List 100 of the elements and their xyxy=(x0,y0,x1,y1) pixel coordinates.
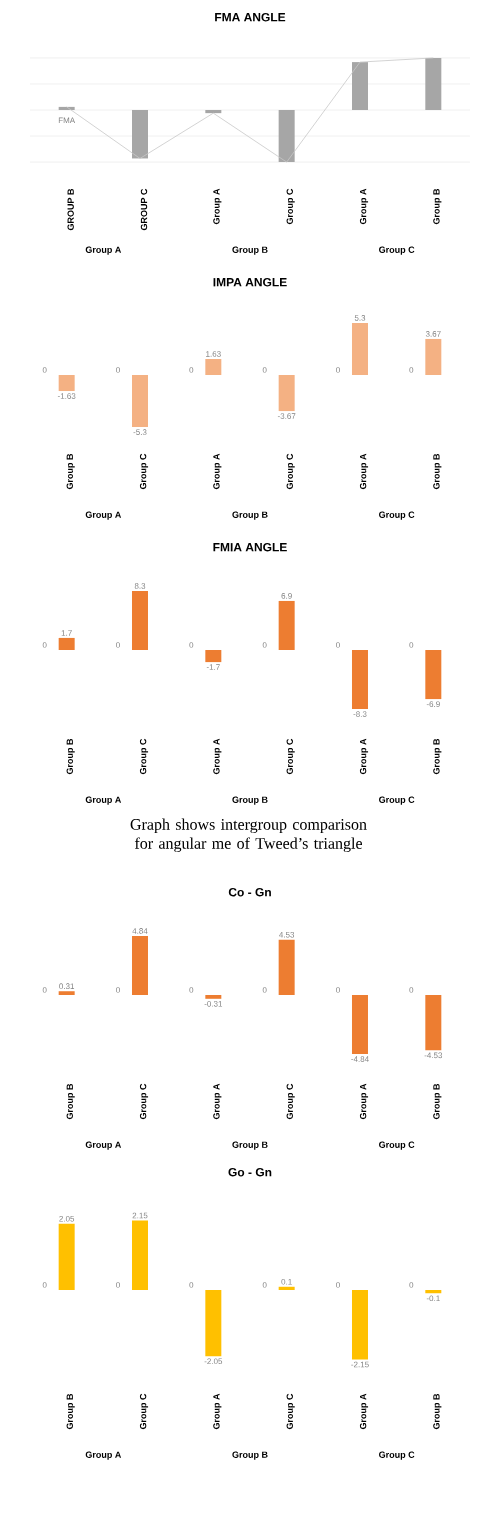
data-label: 0 xyxy=(262,987,267,993)
x-tick-label: Group C xyxy=(286,188,295,225)
bar xyxy=(58,1223,75,1290)
data-label: 0 xyxy=(336,642,340,648)
x-tick-label: Group C xyxy=(139,738,149,775)
data-label: 0 xyxy=(409,367,414,373)
data-label: 0 xyxy=(262,1282,267,1288)
data-label: -0.1 xyxy=(426,1295,440,1302)
x-tick-label: Group B xyxy=(433,453,442,490)
bar xyxy=(132,375,148,428)
data-label: 0 xyxy=(409,987,414,993)
data-label: -4.53 xyxy=(424,1052,443,1059)
text: Group C xyxy=(379,1451,415,1460)
x-tick-label: Group C xyxy=(286,1083,295,1120)
x-tick-label: Group B xyxy=(433,1083,442,1120)
data-label: -8.3 xyxy=(353,711,367,717)
data-label: 3.67 xyxy=(425,331,441,337)
x-tick-label: Group C xyxy=(286,738,295,775)
data-label: 0 xyxy=(336,1282,340,1288)
data-label: 0 xyxy=(189,987,194,993)
data-label: -6.9 xyxy=(426,701,440,707)
x-tick-label: Group A xyxy=(359,1083,369,1120)
bar xyxy=(351,62,368,111)
bar xyxy=(205,1290,222,1357)
data-label: -5.3 xyxy=(133,429,147,435)
data-label: -2.05 xyxy=(204,1358,223,1365)
x-tick-label: Group C xyxy=(286,453,295,490)
data-label: 0 xyxy=(189,642,194,648)
text: Group B xyxy=(232,1141,268,1150)
bar xyxy=(132,590,148,651)
text: Group C xyxy=(379,511,415,520)
text: Group C xyxy=(379,246,415,255)
bar xyxy=(132,110,148,159)
bar xyxy=(425,650,442,700)
x-tick-label: Group B xyxy=(433,1393,442,1430)
data-label: 8.3 xyxy=(134,583,146,589)
text: Group C xyxy=(379,1141,415,1150)
bar xyxy=(132,1220,148,1290)
x-tick-label: Group A xyxy=(213,1393,222,1430)
bar xyxy=(351,1290,368,1360)
data-label: 0 xyxy=(189,367,194,373)
series-label: FMA xyxy=(58,117,76,124)
chart-title: Go - Gn xyxy=(228,1167,272,1177)
data-label: 4.53 xyxy=(279,931,295,938)
data-label: -2.15 xyxy=(351,1361,369,1368)
data-label: 0 xyxy=(262,642,267,648)
bar xyxy=(58,375,75,392)
x-tick-label: Group B xyxy=(433,738,442,775)
bar xyxy=(351,322,368,376)
data-label: -1.7 xyxy=(206,664,220,670)
data-label: 6.9 xyxy=(281,593,292,599)
text: Group B xyxy=(232,511,268,520)
data-label: 1.7 xyxy=(61,630,72,636)
text: Group A xyxy=(85,246,122,255)
data-label: 0 xyxy=(409,642,414,648)
x-tick-label: Group A xyxy=(359,738,369,775)
bar xyxy=(425,338,442,376)
x-tick-label: GROUP C xyxy=(140,188,148,231)
x-tick-label: Group C xyxy=(139,1393,149,1430)
chart-title: IMPA ANGLE xyxy=(213,277,287,287)
data-label: 0 xyxy=(336,987,340,993)
bar xyxy=(425,995,442,1051)
x-tick-label: Group A xyxy=(359,188,369,225)
text: Group B xyxy=(232,1451,268,1460)
bar xyxy=(425,1290,442,1294)
data-label: 0 xyxy=(116,1282,120,1288)
bar xyxy=(278,600,295,651)
x-tick-label: Group A xyxy=(359,1393,369,1430)
x-tick-label: Group B xyxy=(66,453,75,490)
data-label: 0 xyxy=(189,1282,194,1288)
bar xyxy=(205,110,222,114)
text: Group A xyxy=(85,511,122,520)
x-tick-label: Group A xyxy=(359,453,369,490)
text: Group B xyxy=(232,796,268,805)
data-label: 2.15 xyxy=(132,1212,148,1219)
bar xyxy=(351,995,368,1055)
x-tick-label: Group C xyxy=(139,1083,149,1120)
x-tick-label: Group B xyxy=(66,1393,75,1430)
text: Group A xyxy=(85,796,122,805)
text: Group A xyxy=(85,1141,122,1150)
text: Group A xyxy=(85,1451,122,1460)
chart-title: FMIA ANGLE xyxy=(213,542,287,552)
x-tick-label: Group A xyxy=(213,453,222,490)
chart-title: FMA ANGLE xyxy=(215,13,286,22)
data-label: 0.1 xyxy=(281,1278,292,1285)
data-label: -1.63 xyxy=(57,393,76,399)
x-tick-label: Group C xyxy=(286,1393,295,1430)
bar xyxy=(278,110,295,163)
bar xyxy=(205,650,222,663)
text: Graph shows intergroup comparison for angular me of Tweed’s triangle xyxy=(130,818,367,853)
x-tick-label: Group B xyxy=(66,738,75,775)
data-label: 0 xyxy=(42,1282,47,1288)
bar xyxy=(278,939,295,996)
chart-title: Co - Gn xyxy=(228,887,271,897)
bar xyxy=(132,935,148,996)
x-tick-label: Group A xyxy=(213,188,222,225)
bar xyxy=(425,57,442,111)
bar xyxy=(278,1286,295,1290)
bar xyxy=(58,637,75,651)
data-label: 5.3 xyxy=(354,315,366,321)
